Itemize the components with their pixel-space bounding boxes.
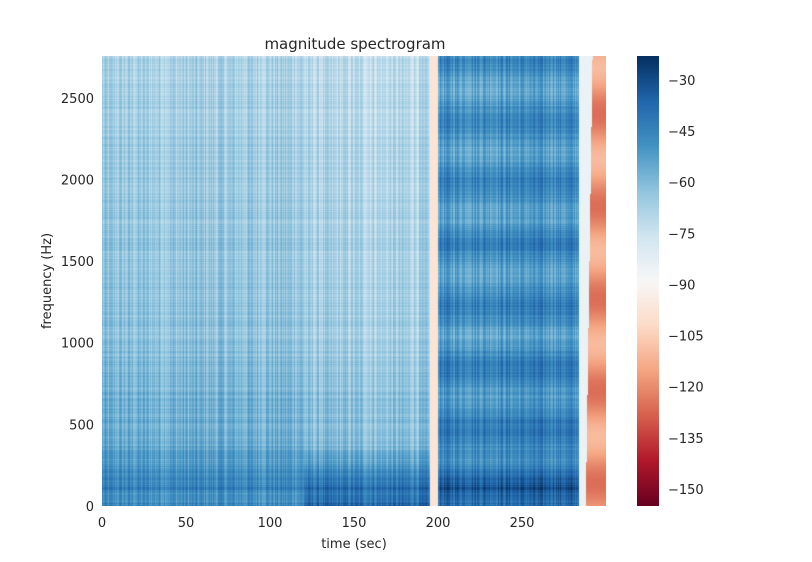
y-tick-label: 500	[69, 418, 94, 433]
colorbar-axis: −30 −45 −60 −75 −90 −105 −120 −135 −150	[668, 74, 704, 498]
x-tick-label: 200	[426, 516, 451, 531]
heatmap	[102, 56, 606, 506]
colorbar-tick-label: −135	[668, 432, 704, 447]
colorbar-tick-label: −105	[668, 330, 704, 345]
colorbar-tick-label: −75	[668, 227, 695, 242]
x-tick-label: 0	[98, 516, 106, 531]
colorbar-tick-label: −120	[668, 381, 704, 396]
colorbar-tick-label: −30	[668, 74, 695, 89]
y-tick-label: 2000	[61, 173, 94, 188]
colorbar-tick-label: −45	[668, 125, 695, 140]
colorbar	[637, 56, 659, 506]
chart-title: magnitude spectrogram	[264, 35, 445, 53]
x-tick-label: 250	[510, 516, 535, 531]
x-axis-label: time (sec)	[321, 537, 387, 552]
colorbar-tick-label: −60	[668, 176, 695, 191]
x-axis: 0 50 100 150 200 250	[98, 516, 535, 531]
y-axis-label: frequency (Hz)	[40, 233, 55, 329]
colorbar-tick-label: −90	[668, 278, 695, 293]
x-tick-label: 100	[258, 516, 283, 531]
y-axis: 0 500 1000 1500 2000 2500	[61, 92, 94, 515]
x-tick-label: 150	[342, 516, 367, 531]
colorbar-tick-label: −150	[668, 483, 704, 498]
y-tick-label: 0	[86, 500, 94, 515]
x-tick-label: 50	[178, 516, 195, 531]
y-tick-label: 2500	[61, 92, 94, 107]
y-tick-label: 1500	[61, 255, 94, 270]
y-tick-label: 1000	[61, 337, 94, 352]
